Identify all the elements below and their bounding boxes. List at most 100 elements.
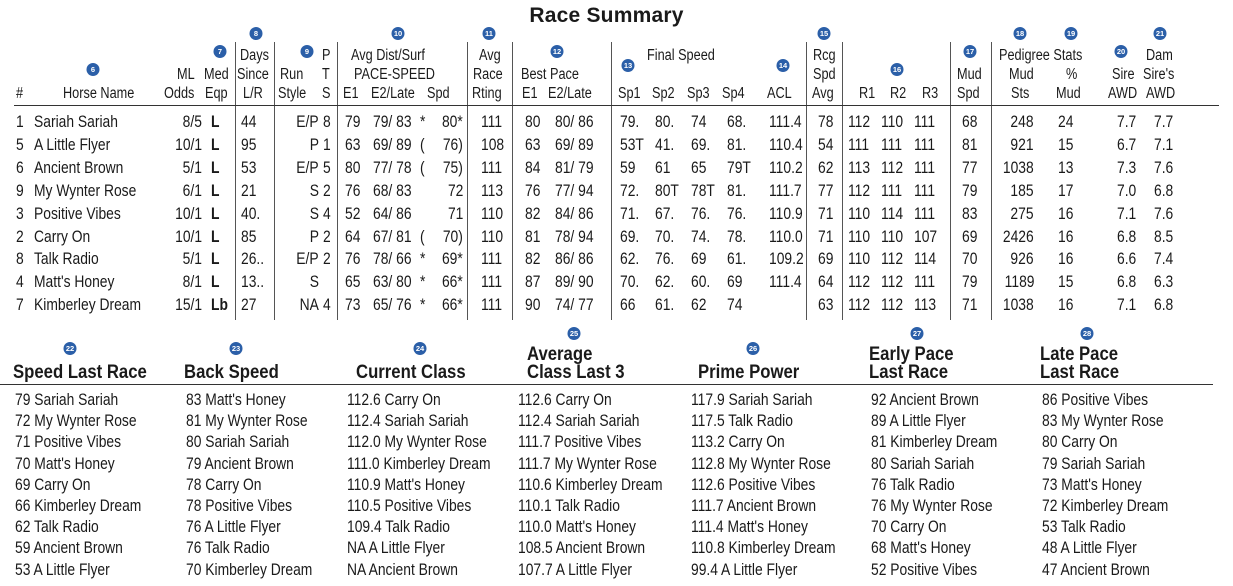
- cell-number: 6: [16, 158, 24, 177]
- cell-r2: 112: [881, 158, 904, 177]
- cell-sp1: 66: [620, 296, 636, 315]
- list-item: 117.5 Talk Radio: [691, 412, 793, 431]
- cell-med-eqp: L: [211, 227, 220, 246]
- section-title-back-speed: Back Speed: [184, 362, 279, 383]
- cell-mud-spd: 77: [962, 158, 978, 177]
- section-title-early-pace-2: Last Race: [869, 362, 949, 383]
- list-speed-last-race: 79 Sariah Sariah 72 My Wynter Rose 71 Posi…: [15, 390, 165, 581]
- cell-ml-odds: 10/1: [175, 204, 202, 223]
- list-item: 52 Positive Vibes: [871, 560, 978, 579]
- cell-avg-race: 110: [481, 204, 504, 223]
- cell-r3: 111: [914, 113, 936, 131]
- column-divider: [611, 42, 612, 320]
- list-item: 80 Sariah Sariah: [186, 433, 290, 452]
- cell-avg-race: 111: [481, 250, 503, 269]
- badge-10: 10: [391, 27, 405, 40]
- section-title-late-pace-2: Last Race: [1040, 362, 1120, 383]
- table-row: 7 Kimberley Dream 15/1 Lb 27 NA 4 73 65/ 76 * 66* 1…: [0, 294, 1233, 317]
- cell-run-style: P: [309, 227, 319, 246]
- cell-run-style: NA: [299, 296, 319, 315]
- cell-sire-awd: 7.7: [1117, 113, 1137, 131]
- list-item: 111.7 My Wynter Rose: [518, 454, 657, 473]
- cell-avg-race: 108: [481, 135, 505, 154]
- list-item: 112.6 Carry On: [518, 391, 612, 409]
- cell-sp4: 68.: [727, 113, 747, 131]
- section-title-prime-power: Prime Power: [698, 362, 800, 383]
- cell-acl: 111.4: [769, 273, 802, 292]
- cell-sp1: 53T: [620, 135, 644, 154]
- cell-sp1: 62.: [620, 250, 640, 269]
- list-item: 80 Carry On: [1042, 433, 1118, 452]
- badge-24: 24: [413, 342, 427, 355]
- list-item: 107.7 A Little Flyer: [518, 560, 633, 579]
- list-item: 80 Sariah Sariah: [871, 454, 975, 473]
- header-r3: R3: [922, 85, 939, 102]
- cell-sp3: 69: [691, 250, 707, 269]
- header-sp3: Sp3: [687, 85, 710, 102]
- cell-days-since: 40.: [241, 204, 261, 223]
- list-item: 70 Matt's Honey: [15, 454, 115, 473]
- cell-ml-odds: 15/1: [175, 296, 202, 315]
- cell-r2: 112: [881, 296, 904, 315]
- cell-r1: 110: [848, 250, 871, 269]
- cell-r2: 111: [881, 181, 903, 200]
- list-item: 110.8 Kimberley Dream: [691, 539, 836, 558]
- cell-acl: 109.2: [769, 250, 804, 269]
- cell-r3: 113: [914, 296, 937, 315]
- cell-avg-race: 113: [481, 181, 504, 200]
- table-row: 9 My Wynter Rose 6/1 L 21 S 2 76 68/ 83 72 113 76 77…: [0, 180, 1233, 203]
- cell-e2-mark: *: [420, 250, 426, 269]
- cell-sp3: 62: [691, 296, 707, 315]
- cell-sp2: 67.: [655, 204, 675, 223]
- list-item: 111.7 Ancient Brown: [691, 496, 817, 515]
- list-item: 68 Matt's Honey: [871, 539, 971, 558]
- cell-pts: 4: [323, 296, 331, 315]
- header-sire-awd-1: Sire: [1112, 66, 1135, 83]
- cell-horse-name: Kimberley Dream: [34, 296, 142, 315]
- list-item: 70 Carry On: [871, 518, 947, 537]
- cell-e2-late: 77/ 78: [373, 158, 412, 177]
- cell-sire-awd: 6.8: [1117, 227, 1137, 246]
- list-item: 112.4 Sariah Sariah: [518, 412, 640, 431]
- cell-horse-name: Matt's Honey: [34, 273, 115, 292]
- cell-avg-race: 111: [481, 113, 503, 131]
- table-row: 4 Matt's Honey 8/1 L 13.. S 65 63/ 80 * 66* 111 87 8…: [0, 271, 1233, 294]
- cell-days-since: 27: [241, 296, 257, 315]
- cell-e1: 73: [345, 296, 361, 315]
- cell-sp4: 78.: [727, 227, 747, 246]
- cell-pct-mud: 16: [1058, 204, 1074, 223]
- list-item: 76 Talk Radio: [186, 539, 270, 558]
- badge-28: 28: [1080, 327, 1094, 340]
- list-item: 117.9 Sariah Sariah: [691, 391, 813, 409]
- cell-rcg-spd-avg: 63: [818, 296, 834, 315]
- cell-r3: 111: [914, 135, 936, 154]
- cell-e1: 80: [345, 158, 361, 177]
- cell-pct-mud: 15: [1058, 135, 1074, 154]
- list-item: 81 Kimberley Dream: [871, 433, 998, 452]
- cell-ml-odds: 6/1: [182, 181, 202, 200]
- cell-best-pace-e2: 84/ 86: [555, 204, 594, 223]
- cell-acl: 110.0: [769, 227, 803, 246]
- cell-mud-sts: 185: [1010, 181, 1034, 200]
- cell-avg-race: 111: [481, 273, 503, 292]
- cell-sp2: 80.: [655, 113, 675, 131]
- column-divider: [274, 42, 275, 320]
- cell-sp2: 70.: [655, 227, 675, 246]
- header-ml-odds-1: ML: [177, 66, 195, 83]
- column-divider: [467, 42, 468, 320]
- cell-avg-race: 111: [481, 158, 503, 177]
- cell-e1: 63: [345, 135, 361, 154]
- header-avg-race-1: Avg: [479, 47, 501, 64]
- table-row: 8 Talk Radio 5/1 L 26.. E/P 2 76 78/ 66 * 69* 111 82…: [0, 248, 1233, 271]
- cell-rcg-spd-avg: 64: [818, 273, 834, 292]
- cell-med-eqp: L: [211, 135, 220, 154]
- cell-number: 8: [16, 250, 24, 269]
- cell-mud-sts: 921: [1010, 135, 1034, 154]
- cell-spd: 75): [442, 158, 463, 177]
- cell-sire-awd: 7.1: [1117, 296, 1137, 315]
- badge-22: 22: [63, 342, 77, 355]
- header-horse-name: Horse Name: [63, 85, 135, 102]
- cell-sp4: 61.: [727, 250, 747, 269]
- section-title-early-pace-1: Early Pace: [869, 344, 954, 365]
- cell-spd: 71: [447, 204, 463, 223]
